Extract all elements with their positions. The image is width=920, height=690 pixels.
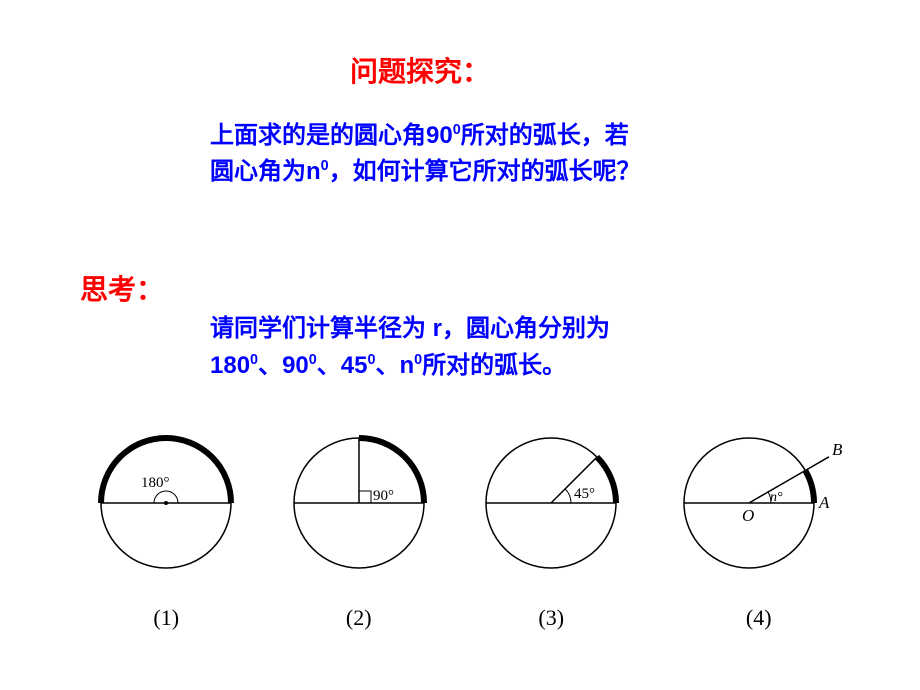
caption-4: (4) <box>746 605 772 631</box>
angle-label-2: 90° <box>373 488 394 504</box>
angle-label-1: 180° <box>141 475 170 491</box>
sep2: 、 <box>317 352 341 379</box>
diagram-3: 45° (3) <box>471 423 631 631</box>
tl-90-sup: 0 <box>309 352 317 368</box>
intro-sup2: 0 <box>321 158 329 174</box>
sep1: 、 <box>258 352 282 379</box>
intro-line2a: 圆心角为n <box>210 158 321 185</box>
tl-45-sup: 0 <box>367 352 375 368</box>
caption-3: (3) <box>538 605 564 631</box>
circle-4-icon: n° O A B <box>664 423 854 583</box>
caption-2: (2) <box>346 605 372 631</box>
thinking-text: 请同学们计算半径为 r，圆心角分别为 1800、900、450、n0所对的弧长。 <box>210 310 770 384</box>
label-B: B <box>832 440 843 459</box>
tl-n: n <box>400 352 415 379</box>
intro-text: 上面求的是的圆心角900所对的弧长，若 圆心角为n0，如何计算它所对的弧长呢？ <box>210 118 810 190</box>
page-title: 问题探究： <box>350 50 490 90</box>
caption-1: (1) <box>153 605 179 631</box>
tl-180-sup: 0 <box>250 352 258 368</box>
angle-label-3: 45° <box>574 486 595 502</box>
intro-line1b: 所对的弧长，若 <box>461 122 629 149</box>
tl-90: 90 <box>282 352 309 379</box>
tl-n-sup: 0 <box>414 352 422 368</box>
sep3: 、 <box>376 352 400 379</box>
intro-sup1: 0 <box>453 122 461 138</box>
circle-1-icon: 180° <box>86 423 246 583</box>
angle-label-4: n° <box>770 490 783 505</box>
diagram-1: 180° (1) <box>86 423 246 631</box>
circle-3-icon: 45° <box>471 423 631 583</box>
thinking-line1: 请同学们计算半径为 r，圆心角分别为 <box>210 315 610 342</box>
label-O: O <box>742 506 754 525</box>
tl-45: 45 <box>341 352 368 379</box>
intro-line1a: 上面求的是的圆心角90 <box>210 122 453 149</box>
thinking-label: 思考： <box>80 268 164 308</box>
diagram-4: n° O A B (4) <box>664 423 854 631</box>
intro-line2b: ，如何计算它所对的弧长呢？ <box>329 158 641 185</box>
thinking-line2-end: 所对的弧长。 <box>422 352 566 379</box>
diagram-2: 90° (2) <box>279 423 439 631</box>
diagrams-row: 180° (1) 90° (2) 45° (3) <box>70 423 870 631</box>
label-A: A <box>818 493 830 512</box>
tl-180: 180 <box>210 352 250 379</box>
circle-2-icon: 90° <box>279 423 439 583</box>
